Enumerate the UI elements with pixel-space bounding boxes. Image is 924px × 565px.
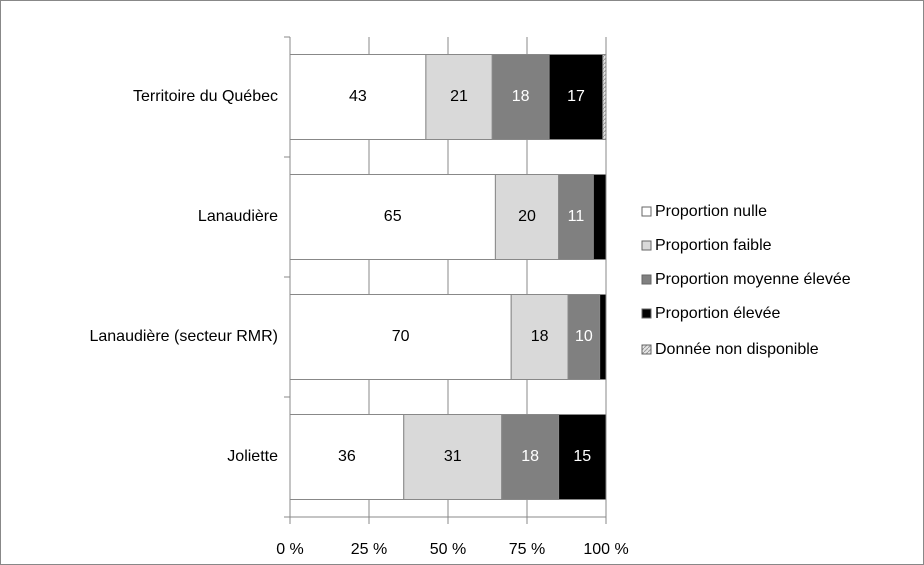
data-label: 11 bbox=[568, 208, 585, 225]
bar-segment bbox=[510, 294, 569, 380]
data-label: 20 bbox=[518, 208, 536, 225]
legend-label: Proportion faible bbox=[655, 237, 772, 254]
legend-label: Donnée non disponible bbox=[655, 341, 819, 358]
legend-marker bbox=[641, 240, 652, 251]
bar-segment bbox=[602, 54, 607, 140]
data-label: 43 bbox=[349, 88, 367, 105]
y-tick-label: Joliette bbox=[227, 448, 278, 465]
bar-segment bbox=[425, 54, 493, 140]
bar-segment bbox=[403, 414, 503, 500]
legend-label: Proportion nulle bbox=[655, 203, 767, 220]
legend-marker bbox=[641, 308, 652, 319]
bar-segment bbox=[494, 174, 560, 260]
bar-segment bbox=[599, 294, 607, 380]
bar-segment bbox=[289, 414, 405, 500]
data-label: 65 bbox=[384, 208, 402, 225]
bar-segment bbox=[289, 174, 496, 260]
bar-segment bbox=[289, 54, 427, 140]
data-label: 17 bbox=[567, 88, 585, 105]
data-label: 36 bbox=[338, 448, 356, 465]
bar-segment bbox=[289, 294, 512, 380]
y-tick-label: Territoire du Québec bbox=[133, 88, 278, 105]
x-tick-label: 0 % bbox=[276, 541, 304, 558]
legend-marker bbox=[641, 206, 652, 217]
bar-segment bbox=[491, 54, 550, 140]
data-label: 21 bbox=[450, 88, 468, 105]
data-label: 18 bbox=[531, 328, 549, 345]
bar-segment bbox=[548, 54, 604, 140]
data-label: 18 bbox=[512, 88, 530, 105]
bar-segment bbox=[592, 174, 607, 260]
bar-segment bbox=[558, 174, 594, 260]
x-tick-label: 100 % bbox=[583, 541, 628, 558]
x-tick-label: 25 % bbox=[351, 541, 387, 558]
bar-segment bbox=[501, 414, 560, 500]
legend-label: Proportion élevée bbox=[655, 305, 781, 322]
data-label: 70 bbox=[392, 328, 410, 345]
y-tick-label: Lanaudière (secteur RMR) bbox=[89, 328, 278, 345]
y-tick-label: Lanaudière bbox=[198, 208, 278, 225]
x-tick-label: 75 % bbox=[509, 541, 545, 558]
data-label: 18 bbox=[521, 448, 539, 465]
legend-marker bbox=[641, 274, 652, 285]
bar-segment bbox=[558, 414, 607, 500]
data-label: 10 bbox=[575, 328, 593, 345]
legend-label: Proportion moyenne élevée bbox=[655, 271, 851, 288]
bar-segment bbox=[567, 294, 601, 380]
data-label: 31 bbox=[444, 448, 462, 465]
legend-marker bbox=[641, 344, 652, 355]
x-tick-label: 50 % bbox=[430, 541, 466, 558]
data-label: 15 bbox=[573, 448, 591, 465]
